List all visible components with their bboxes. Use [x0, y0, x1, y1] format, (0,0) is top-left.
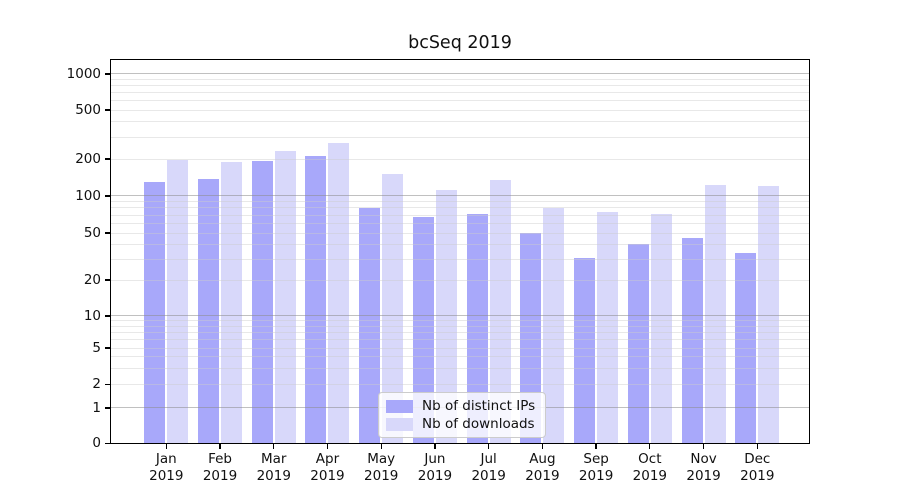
y-tick-label: 1000 [66, 65, 101, 82]
x-tick-label: Oct 2019 [632, 451, 667, 484]
x-tick-label: Jun 2019 [417, 451, 453, 484]
legend-label-downloads: Nb of downloads [422, 416, 535, 432]
legend-swatch-downloads [386, 417, 413, 431]
y-tick-label: 5 [92, 339, 101, 356]
y-tick-label: 500 [75, 101, 101, 118]
x-tick-label: Dec 2019 [740, 451, 775, 484]
legend-swatch-distinct-ips [386, 399, 413, 413]
legend-label-distinct-ips: Nb of distinct IPs [422, 398, 536, 414]
y-tick [105, 315, 110, 317]
y-tick [105, 109, 110, 111]
y-tick [105, 279, 110, 281]
x-tick-label: Sep 2019 [578, 451, 614, 484]
y-tick-label: 0 [92, 435, 101, 451]
y-tick-label: 2 [92, 376, 101, 392]
legend-entry-downloads: Nb of downloads [386, 416, 538, 432]
y-tick [105, 195, 110, 197]
x-tick [434, 444, 436, 449]
legend: Nb of distinct IPs Nb of downloads [378, 392, 546, 438]
plot-area [110, 59, 810, 444]
x-tick [756, 444, 758, 449]
x-tick [488, 444, 490, 449]
y-tick-label: 10 [83, 307, 101, 324]
y-tick [105, 383, 110, 386]
y-tick [105, 158, 110, 160]
x-tick-label: Mar 2019 [256, 451, 291, 484]
y-tick [105, 73, 110, 75]
x-tick [219, 444, 221, 449]
y-tick-label: 50 [83, 224, 101, 241]
x-tick-label: Aug 2019 [525, 451, 560, 484]
chart-title: bcSeq 2019 [408, 33, 512, 53]
x-tick [165, 444, 167, 449]
x-tick-label: Feb 2019 [202, 451, 238, 484]
legend-entry-distinct-ips: Nb of distinct IPs [386, 398, 538, 414]
x-tick [380, 444, 382, 449]
x-tick-label: Jul 2019 [471, 451, 506, 484]
x-tick [541, 444, 544, 449]
x-tick-label: Jan 2019 [149, 451, 184, 484]
x-tick [702, 444, 705, 449]
x-tick-label: May 2019 [364, 451, 399, 484]
y-tick [105, 442, 110, 445]
x-tick [595, 444, 597, 449]
y-tick-label: 200 [75, 150, 101, 167]
x-tick [273, 444, 275, 449]
y-tick [105, 347, 110, 349]
y-tick [105, 232, 110, 234]
x-tick [649, 444, 651, 449]
x-tick-label: Nov 2019 [686, 451, 721, 484]
y-tick-label: 100 [75, 187, 101, 204]
y-tick-label: 1 [92, 399, 101, 416]
x-tick-label: Apr 2019 [310, 451, 345, 484]
y-tick-label: 20 [83, 271, 101, 288]
x-tick [326, 444, 329, 449]
y-tick [105, 407, 110, 409]
